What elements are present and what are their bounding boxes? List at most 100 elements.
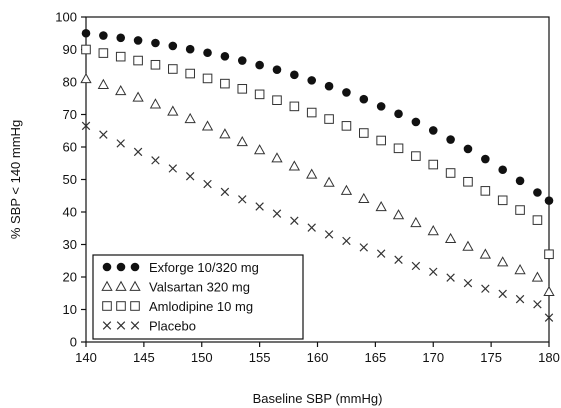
y-tick-label: 20 <box>63 270 77 285</box>
x-tick-label: 180 <box>538 350 560 365</box>
data-point <box>428 159 439 170</box>
data-point <box>341 121 352 131</box>
y-tick-label: 10 <box>63 302 77 317</box>
y-tick-label: 90 <box>63 42 77 57</box>
data-point <box>220 187 230 197</box>
data-point <box>97 78 110 89</box>
x-tick-label: 165 <box>365 350 387 365</box>
data-point <box>446 135 455 144</box>
data-point <box>133 36 143 45</box>
data-point <box>98 48 109 58</box>
data-point <box>255 60 264 70</box>
data-point <box>185 44 195 54</box>
data-point <box>445 168 456 178</box>
data-point <box>544 249 554 260</box>
y-tick-label: 0 <box>70 335 77 350</box>
legend-label: Amlodipine 10 mg <box>149 299 253 314</box>
legend-marker <box>130 301 140 311</box>
data-point <box>202 73 213 84</box>
y-axis-title: % SBP < 140 mmHg <box>8 120 23 239</box>
data-point <box>480 186 491 196</box>
data-point <box>306 168 318 179</box>
data-point <box>376 135 386 146</box>
data-point <box>255 202 264 211</box>
data-point <box>272 65 282 74</box>
data-point <box>203 179 212 189</box>
data-point <box>463 278 473 288</box>
legend-entry: Placebo <box>102 319 196 334</box>
data-point <box>429 267 438 277</box>
data-point <box>444 232 457 243</box>
data-point <box>185 68 195 79</box>
x-axis-title: Baseline SBP (mmHg) <box>253 391 383 406</box>
x-tick-label: 150 <box>191 350 213 365</box>
data-point <box>290 70 299 80</box>
data-point <box>498 289 507 299</box>
series-layer <box>80 28 555 322</box>
data-point <box>167 105 179 116</box>
data-point <box>99 130 108 139</box>
data-point <box>237 84 248 94</box>
data-point <box>290 216 299 225</box>
data-point <box>515 205 525 215</box>
data-point <box>411 261 421 271</box>
data-point <box>375 200 387 212</box>
legend-label: Valsartan 320 mg <box>149 280 250 295</box>
data-point <box>497 256 509 267</box>
x-tick-label: 155 <box>249 350 271 365</box>
data-point <box>531 271 544 282</box>
x-tick-label: 175 <box>480 350 502 365</box>
data-point <box>427 225 439 236</box>
data-point <box>376 102 386 111</box>
legend-entry: Valsartan 320 mg <box>101 280 250 295</box>
data-point <box>133 55 143 66</box>
data-point <box>80 72 92 84</box>
data-point <box>184 112 196 124</box>
data-point <box>115 84 127 96</box>
data-point <box>306 107 317 118</box>
data-point <box>411 117 421 127</box>
data-point <box>543 285 555 296</box>
data-point <box>220 78 230 89</box>
data-point <box>168 64 178 74</box>
series-3 <box>81 121 554 322</box>
data-point <box>462 240 474 251</box>
data-point <box>376 249 386 258</box>
data-point <box>544 196 554 205</box>
data-point <box>150 59 161 70</box>
data-point <box>515 176 525 186</box>
data-point <box>498 165 508 175</box>
data-point <box>359 243 369 252</box>
data-point <box>254 89 265 100</box>
series-2 <box>81 44 554 260</box>
data-point <box>219 128 231 139</box>
data-point <box>342 236 351 246</box>
data-point <box>428 126 438 135</box>
legend-marker <box>115 280 127 291</box>
data-point <box>481 154 490 164</box>
y-tick-label: 100 <box>55 10 77 25</box>
data-point <box>463 176 473 187</box>
legend: Exforge 10/320 mg Valsartan 320 mg Amlodip… <box>92 254 304 340</box>
data-point <box>533 300 542 309</box>
data-point <box>324 114 334 124</box>
data-point <box>81 121 91 131</box>
data-point <box>272 209 282 218</box>
data-point <box>237 56 247 65</box>
x-tick-label: 140 <box>75 350 97 365</box>
data-point <box>359 128 369 138</box>
data-point <box>115 51 126 62</box>
data-point <box>532 215 543 225</box>
legend-box <box>92 254 304 340</box>
data-point <box>238 195 247 204</box>
data-point <box>394 255 403 264</box>
data-point <box>271 152 283 163</box>
data-point <box>324 230 334 239</box>
data-point <box>203 48 212 58</box>
data-point <box>323 176 335 187</box>
data-point <box>151 156 160 165</box>
data-point <box>359 94 369 104</box>
legend-label: Placebo <box>149 319 196 334</box>
data-point <box>81 28 91 38</box>
data-point <box>392 209 405 220</box>
